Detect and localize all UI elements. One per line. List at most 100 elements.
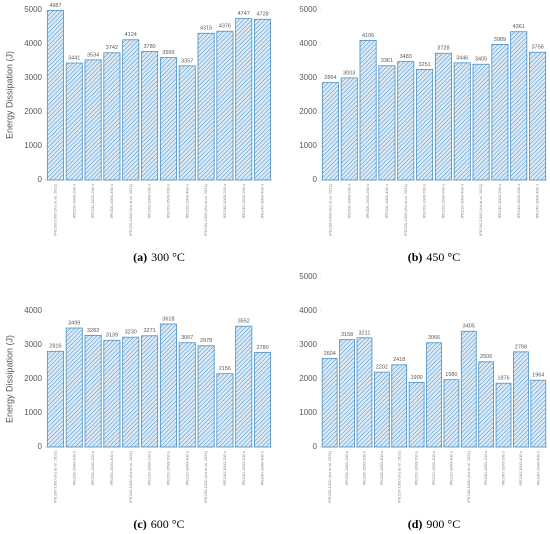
x-tick-label: IPE240-1500-200 s	[516, 184, 521, 218]
x-tick-label: IPE220-1000-200 s	[147, 451, 152, 485]
x-tick-label: IPE240-1000-200 s	[222, 184, 227, 218]
x-tick-label: IPE220-1000 (Xu et al. 2021)	[403, 183, 408, 235]
x-tick-label: IPE220-1500-200 s	[165, 184, 170, 218]
value-label: 3599	[162, 50, 174, 56]
x-tick-label: IPE220-1000-400 s	[184, 184, 189, 218]
x-tick-label: IPE200-1000-200 s	[71, 184, 76, 218]
x-tick-label: IPE220-1000-400 s	[448, 451, 453, 485]
x-tick-label: IPE200-1000 (Xu et al. 2021)	[52, 183, 57, 235]
value-label: 3780	[143, 44, 155, 50]
value-label: 2418	[393, 357, 405, 363]
x-tick-label: IPE200-1000 (Xu et al. 2021)	[327, 450, 332, 502]
value-label: 3742	[106, 45, 118, 51]
x-tick-label: IPE240-1500-200 s	[501, 451, 506, 485]
bar	[254, 352, 272, 448]
x-tick-label: IPE220-1500-200 s	[440, 184, 445, 218]
x-tick-label: IPE240-1500-400 s	[535, 451, 540, 485]
value-label: 4124	[125, 32, 137, 38]
y-tick-label: 1000	[24, 141, 42, 150]
bar	[197, 345, 215, 448]
value-label: 3405	[475, 57, 487, 63]
bar	[178, 342, 196, 448]
bar	[529, 51, 547, 181]
x-tick-label: IPE220-1000-400 s	[459, 184, 464, 218]
value-label: 2156	[219, 366, 231, 372]
caption: (a) 300 °C	[133, 250, 185, 264]
y-tick-label: 0	[38, 175, 43, 184]
x-tick-label: IPE220-1500-200 s	[165, 451, 170, 485]
bar	[84, 334, 102, 448]
bar	[530, 379, 547, 448]
y-tick-label: 2000	[299, 107, 317, 116]
bar	[103, 339, 121, 448]
x-tick-label: IPE240-1000-200 s	[222, 451, 227, 485]
bar	[460, 330, 477, 448]
bar	[178, 65, 196, 181]
panel-label: (d)	[408, 517, 423, 531]
x-tick-label: IPE240-1000-400 s	[535, 184, 540, 218]
bar	[434, 52, 452, 181]
bar	[416, 69, 434, 181]
x-tick-label: IPE220-1000-400 s	[184, 451, 189, 485]
bar	[254, 18, 272, 181]
value-label: 3405	[463, 324, 475, 330]
bar	[65, 62, 83, 181]
panel: 0 1000 2000 3000 4000 Energy Dissipation (J) 2…	[4, 306, 272, 531]
bar	[373, 371, 390, 448]
bar	[443, 379, 460, 448]
x-tick-label: IPE240-1500-200 s	[241, 184, 246, 218]
x-tick-label: IPE200-1000-200 s	[71, 451, 76, 485]
x-tick-label: IPE240-1000-400 s	[260, 184, 265, 218]
caption-text: 450 °C	[426, 250, 460, 264]
x-tick-label: IPE200-1500-200 s	[90, 184, 95, 218]
bar	[141, 335, 159, 448]
y-tick-label: 5000	[299, 5, 317, 14]
value-label: 4376	[219, 24, 231, 30]
caption: (d) 900 °C	[408, 517, 460, 531]
y-tick-label: 0	[38, 442, 43, 451]
caption-text: 900 °C	[426, 517, 460, 531]
y-axis-label: Energy Dissipation (J)	[4, 335, 14, 423]
y-tick-label: 3000	[299, 73, 317, 82]
bar	[378, 65, 396, 181]
panel-label: (b)	[408, 250, 423, 264]
x-tick-label: IPE200-1000-400 s	[109, 184, 114, 218]
bar	[321, 82, 339, 181]
value-label: 2864	[324, 75, 336, 81]
value-label: 3361	[381, 58, 393, 64]
value-label: 3758	[531, 45, 543, 51]
value-label: 3066	[428, 335, 440, 341]
value-label: 3534	[87, 52, 99, 58]
x-tick-label: IPE240-1000 (Xu et al. 2021)	[466, 450, 471, 502]
y-tick-label: 3000	[24, 340, 42, 349]
x-tick-label: IPE240-1000-400 s	[260, 451, 265, 485]
value-label: 3230	[125, 330, 137, 336]
x-tick-label: IPE200-1000-200 s	[344, 451, 349, 485]
bar	[426, 342, 442, 448]
x-tick-label: IPE200-1000-200 s	[346, 184, 351, 218]
bar	[408, 382, 425, 448]
y-tick-label: 1000	[299, 408, 317, 417]
value-label: 3158	[341, 332, 353, 338]
panel-label: (a)	[133, 250, 147, 264]
x-tick-label: IPE200-1000 (Xu et al. 2021)	[327, 183, 332, 235]
value-label: 2202	[376, 365, 388, 371]
value-label: 3552	[238, 319, 250, 325]
value-label: 3139	[106, 333, 118, 339]
y-tick-label: 0	[313, 175, 318, 184]
value-label: 2506	[480, 354, 492, 360]
bar	[359, 39, 377, 181]
value-label: 3728	[437, 46, 449, 52]
x-tick-label: IPE220-1000-200 s	[147, 184, 152, 218]
bar	[235, 18, 253, 181]
value-label: 3211	[359, 330, 371, 336]
bar	[491, 43, 509, 181]
y-tick-label: 3000	[24, 73, 42, 82]
bar	[46, 10, 64, 181]
bar	[478, 361, 495, 448]
bar	[216, 30, 234, 181]
bar	[103, 52, 121, 181]
x-tick-label: IPE200-1500-200 s	[365, 184, 370, 218]
caption: (b) 450 °C	[408, 250, 460, 264]
value-label: 1900	[410, 375, 422, 381]
